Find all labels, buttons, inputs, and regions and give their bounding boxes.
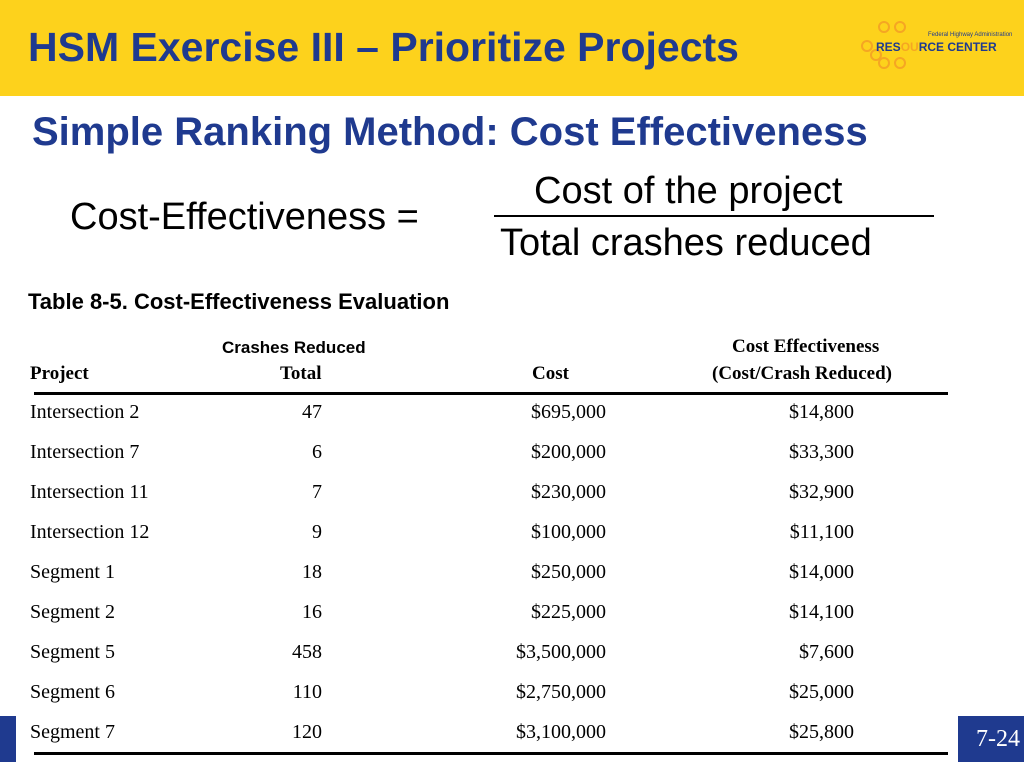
cost-effectiveness-cell: $25,800 [789, 721, 854, 743]
cost-effectiveness-cell: $32,900 [789, 481, 854, 503]
resource-center-logo: Federal Highway Administration RESOURCE … [856, 20, 1016, 76]
cost-cell: $3,500,000 [516, 641, 606, 663]
crashes-cell: 18 [302, 561, 322, 583]
page-number: 7-24 [976, 726, 1020, 752]
cost-cell: $250,000 [531, 561, 606, 583]
total-header: Total [280, 363, 322, 384]
cost-cell: $200,000 [531, 441, 606, 463]
table-bottom-rule [34, 752, 948, 755]
slide-title: HSM Exercise III – Prioritize Projects [28, 24, 739, 70]
project-cell: Segment 6 [30, 681, 115, 703]
logo-circles-icon [861, 21, 906, 69]
cost-cell: $230,000 [531, 481, 606, 503]
formula-numerator: Cost of the project [534, 170, 843, 212]
cost-effectiveness-cell: $14,800 [789, 401, 854, 423]
formula-denominator: Total crashes reduced [500, 222, 872, 264]
project-cell: Intersection 12 [30, 521, 150, 543]
fraction-bar [494, 215, 934, 217]
header-bar: HSM Exercise III – Prioritize Projects F… [0, 0, 1024, 96]
project-cell: Segment 1 [30, 561, 115, 583]
cost-cell: $100,000 [531, 521, 606, 543]
project-cell: Segment 5 [30, 641, 115, 663]
crashes-cell: 6 [312, 441, 322, 463]
ce-header-line2: (Cost/Crash Reduced) [712, 363, 892, 384]
cost-effectiveness-cell: $33,300 [789, 441, 854, 463]
project-cell: Intersection 2 [30, 401, 140, 423]
slide-subtitle: Simple Ranking Method: Cost Effectivenes… [32, 110, 868, 154]
cost-effectiveness-table: Crashes Reduced Cost Effectiveness Proje… [16, 320, 958, 768]
formula-label: Cost-Effectiveness = [70, 196, 419, 238]
crashes-cell: 7 [312, 481, 322, 503]
crashes-cell: 458 [292, 641, 322, 663]
cost-effectiveness-cell: $14,100 [789, 601, 854, 623]
crashes-reduced-header: Crashes Reduced [222, 338, 366, 357]
logo-main-text: RESOURCE CENTER [876, 40, 997, 54]
cost-header: Cost [532, 363, 569, 384]
crashes-cell: 120 [292, 721, 322, 743]
project-header: Project [30, 363, 89, 384]
cost-effectiveness-cell: $25,000 [789, 681, 854, 703]
project-cell: Segment 7 [30, 721, 115, 743]
cost-effectiveness-cell: $14,000 [789, 561, 854, 583]
cost-cell: $3,100,000 [516, 721, 606, 743]
crashes-cell: 47 [302, 401, 322, 423]
table-header-rule [34, 392, 948, 395]
cost-effectiveness-cell: $11,100 [789, 521, 854, 543]
project-cell: Intersection 11 [30, 481, 149, 503]
logo-agency-text: Federal Highway Administration [928, 32, 1013, 38]
cost-effectiveness-cell: $7,600 [799, 641, 854, 663]
crashes-cell: 110 [292, 681, 322, 703]
project-cell: Intersection 7 [30, 441, 140, 463]
table-caption: Table 8-5. Cost-Effectiveness Evaluation [28, 289, 450, 314]
ce-header-line1: Cost Effectiveness [732, 336, 880, 357]
cost-cell: $2,750,000 [516, 681, 606, 703]
page-number-box: 7-24 [958, 716, 1024, 762]
crashes-cell: 9 [312, 521, 322, 543]
project-cell: Segment 2 [30, 601, 115, 623]
crashes-cell: 16 [302, 601, 322, 623]
footer-left-accent [0, 716, 20, 762]
cost-cell: $225,000 [531, 601, 606, 623]
cost-cell: $695,000 [531, 401, 606, 423]
